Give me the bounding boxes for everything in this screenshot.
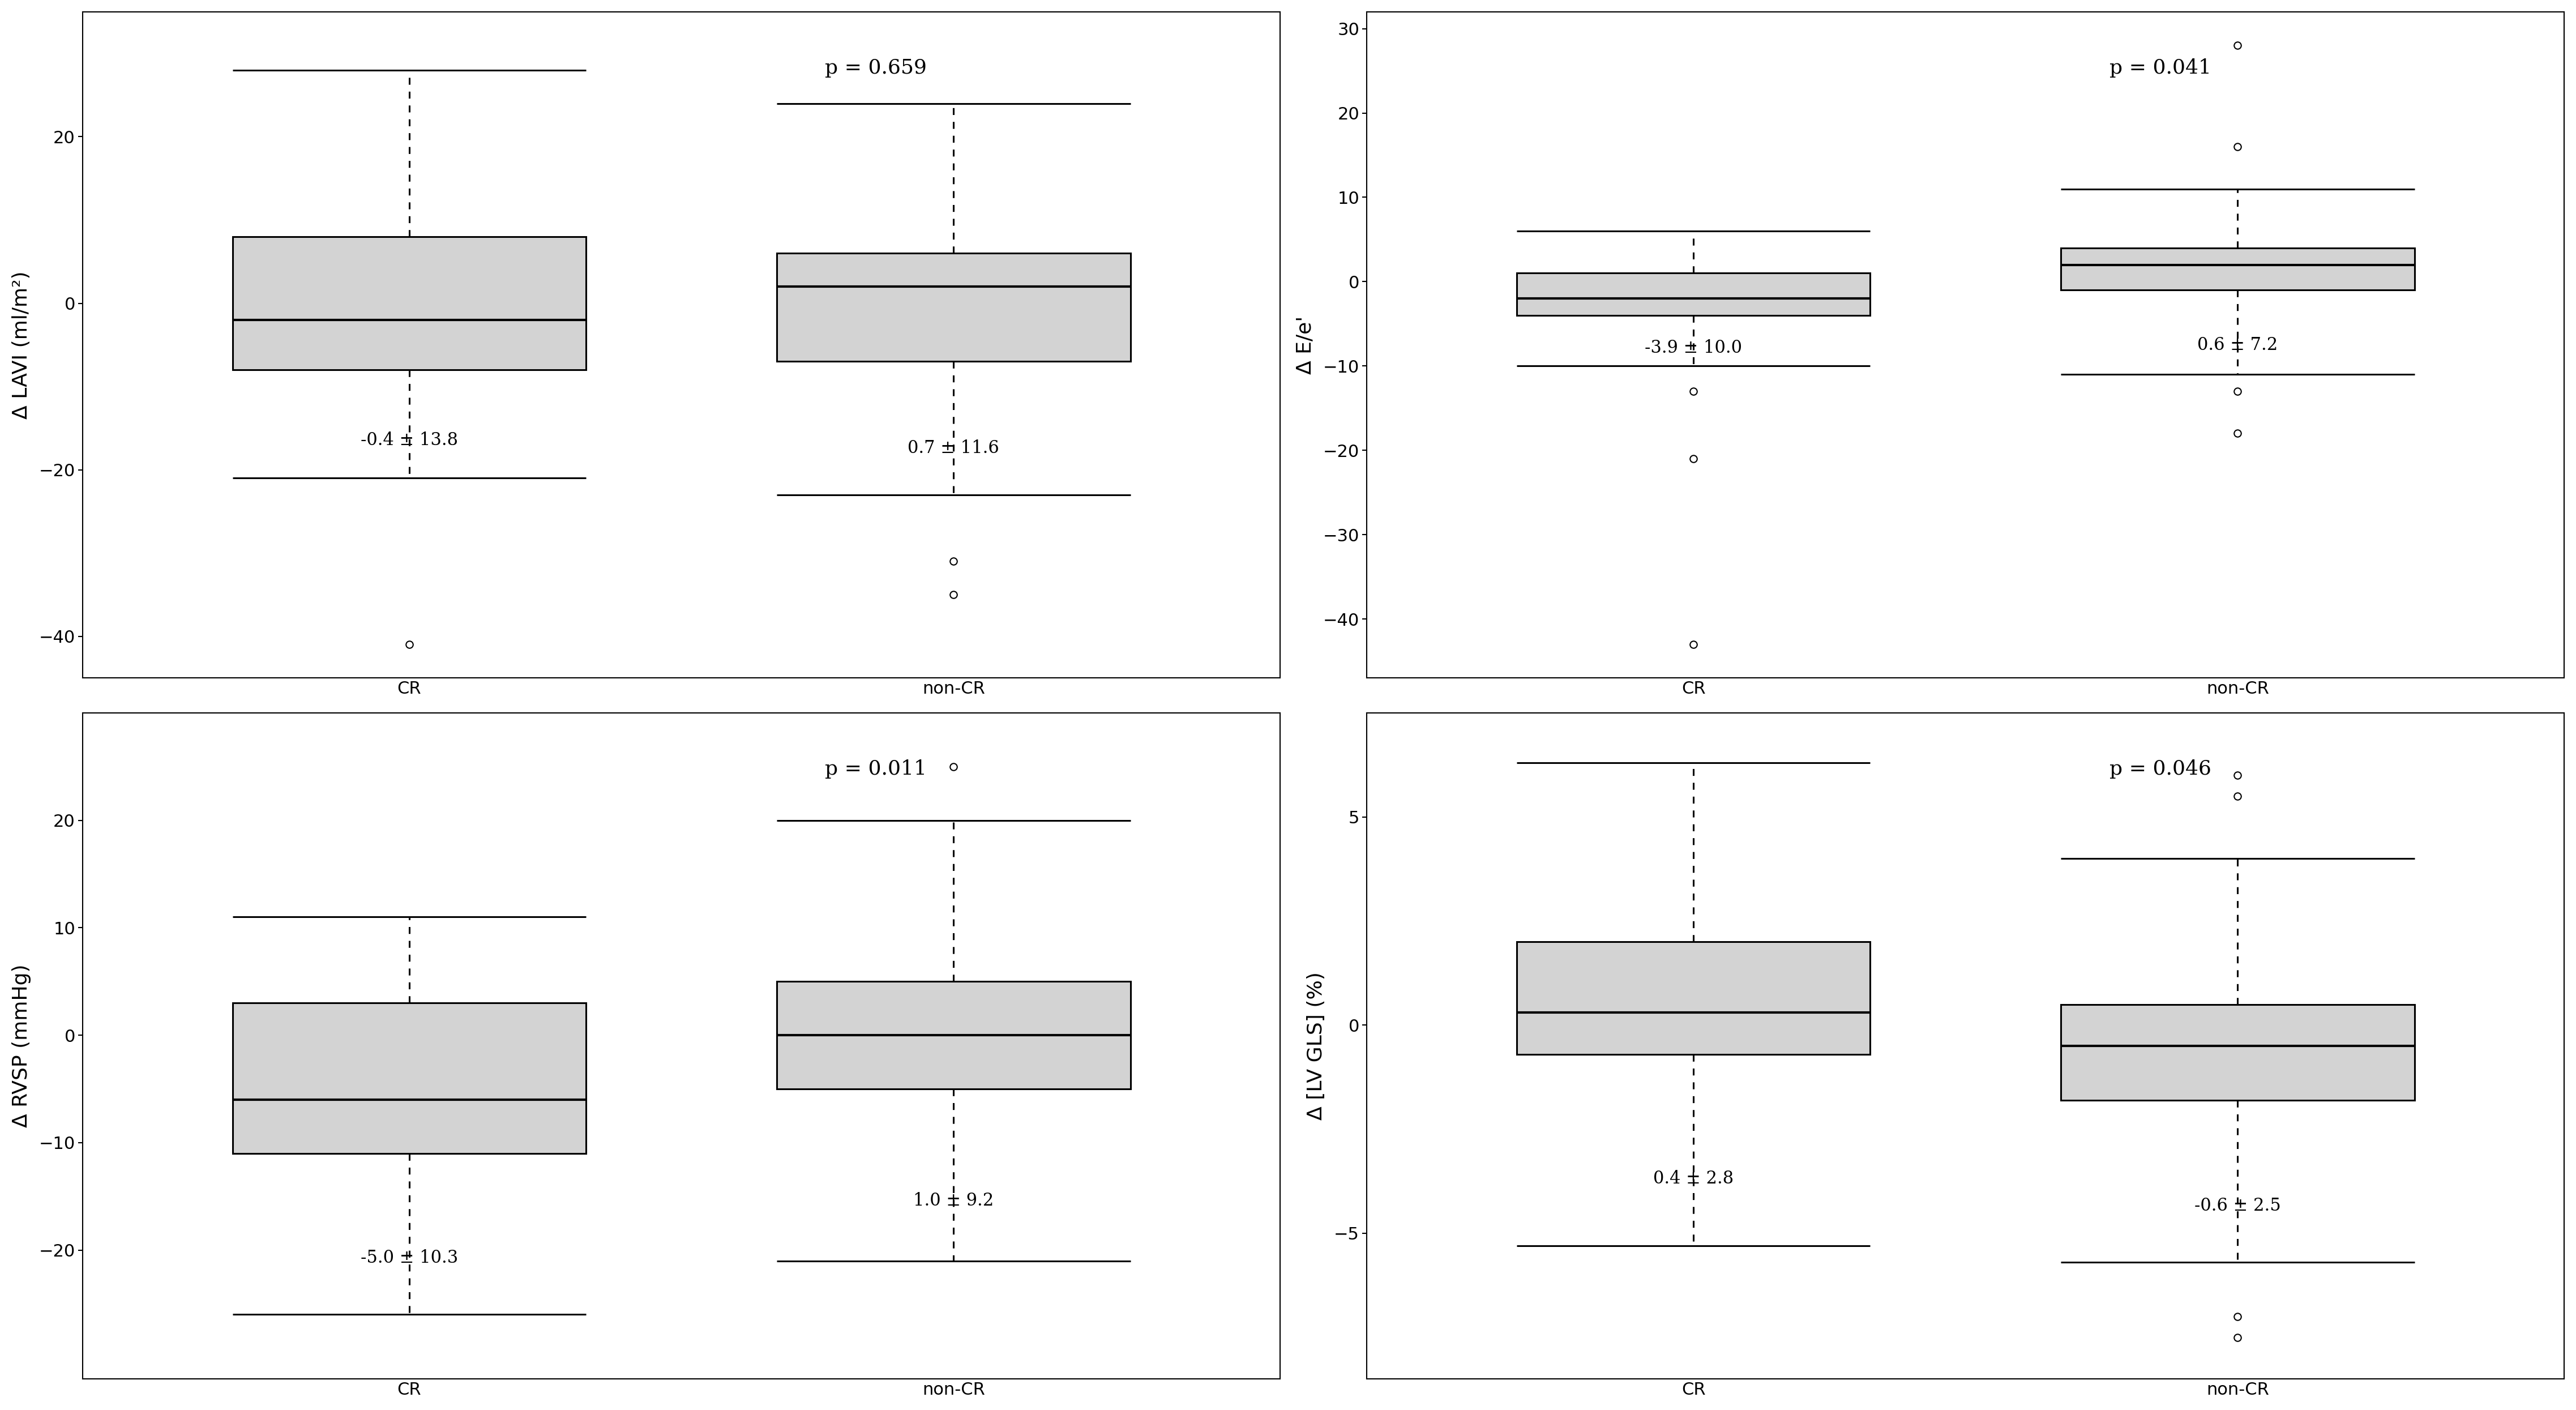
Bar [2061, 248, 2414, 290]
Y-axis label: Δ E/e': Δ E/e' [1296, 316, 1316, 374]
Text: 0.6 ± 7.2: 0.6 ± 7.2 [2197, 336, 2277, 354]
Text: -5.0 ± 10.3: -5.0 ± 10.3 [361, 1249, 459, 1268]
Text: -0.6 ± 2.5: -0.6 ± 2.5 [2195, 1197, 2280, 1214]
Bar [232, 237, 587, 369]
Bar [1517, 942, 1870, 1055]
Text: p = 0.011: p = 0.011 [824, 760, 927, 778]
Text: 0.7 ± 11.6: 0.7 ± 11.6 [907, 440, 999, 457]
Text: -3.9 ± 10.0: -3.9 ± 10.0 [1643, 340, 1741, 357]
Bar [2061, 1004, 2414, 1100]
Y-axis label: Δ LAVI (ml/m²): Δ LAVI (ml/m²) [13, 271, 31, 419]
Text: p = 0.041: p = 0.041 [2110, 58, 2210, 78]
Text: 1.0 ± 9.2: 1.0 ± 9.2 [914, 1191, 994, 1210]
Y-axis label: Δ RVSP (mmHg): Δ RVSP (mmHg) [13, 964, 31, 1128]
Y-axis label: Δ [LV GLS] (%): Δ [LV GLS] (%) [1306, 971, 1327, 1120]
Bar [778, 981, 1131, 1089]
Bar [778, 254, 1131, 361]
Bar [232, 1003, 587, 1153]
Text: 0.4 ± 2.8: 0.4 ± 2.8 [1654, 1170, 1734, 1187]
Bar [1517, 274, 1870, 316]
Text: p = 0.046: p = 0.046 [2110, 760, 2210, 778]
Text: -0.4 ± 13.8: -0.4 ± 13.8 [361, 431, 459, 448]
Text: p = 0.659: p = 0.659 [824, 58, 927, 78]
